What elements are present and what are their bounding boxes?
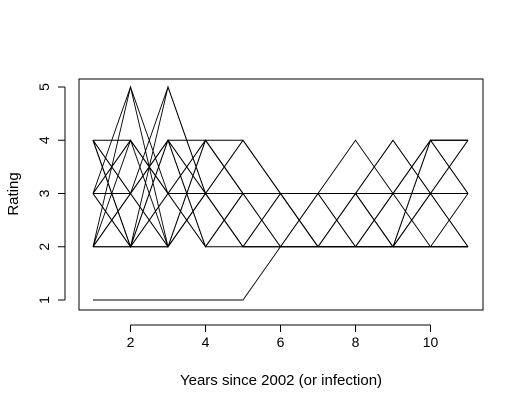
y-tick-label: 5 bbox=[36, 83, 52, 91]
x-tick-label: 2 bbox=[127, 334, 135, 350]
y-tick-label: 1 bbox=[36, 296, 52, 304]
y-tick-label: 4 bbox=[36, 136, 52, 144]
x-tick-label: 8 bbox=[352, 334, 360, 350]
plot-box bbox=[78, 78, 484, 311]
y-tick-label: 2 bbox=[36, 243, 52, 251]
x-tick-label: 10 bbox=[423, 334, 439, 350]
series-line-18 bbox=[92, 139, 469, 249]
x-axis-title: Years since 2002 (or infection) bbox=[180, 372, 382, 389]
series-layer bbox=[92, 85, 469, 301]
series-line-1 bbox=[93, 246, 468, 301]
x-tick-label: 6 bbox=[277, 334, 285, 350]
series-line-20 bbox=[92, 139, 468, 248]
x-tick-label: 4 bbox=[202, 334, 210, 350]
y-axis-title: Rating bbox=[5, 172, 22, 215]
y-axis: 1 2 3 4 5 bbox=[36, 83, 66, 304]
y-tick-label: 3 bbox=[36, 189, 52, 197]
x-axis: 2 4 6 8 10 bbox=[127, 324, 439, 350]
